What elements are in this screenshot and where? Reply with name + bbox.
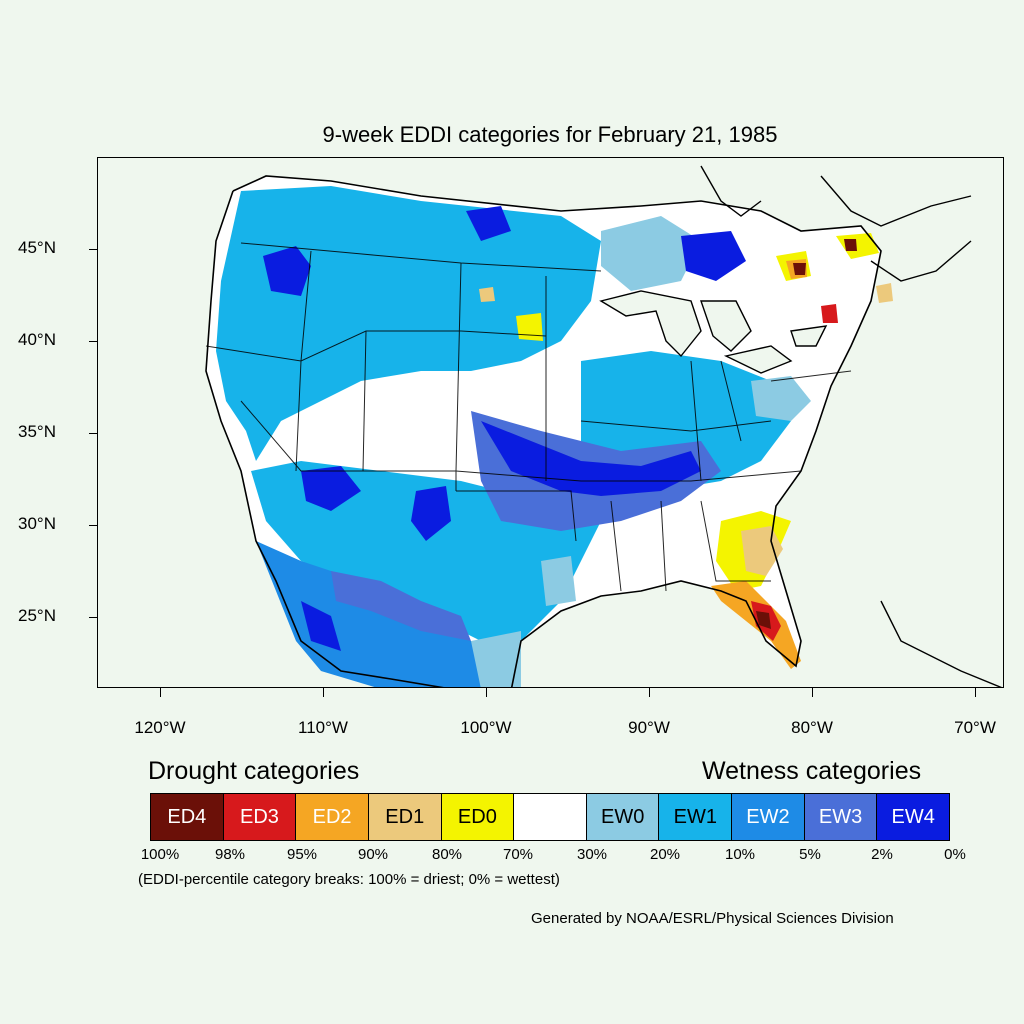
drought-ed3-pennsylvania [821, 304, 838, 323]
legend-note: (EDDI-percentile category breaks: 100% =… [138, 871, 560, 888]
lat-label-25: 25°N [18, 606, 56, 625]
percentile-label: 20% [649, 846, 681, 863]
lat-label-40: 40°N [18, 330, 56, 349]
wet-ew3-texas [331, 571, 471, 641]
wet-ew4-southwest [301, 466, 361, 511]
legend-box-ew2: EW2 [732, 794, 805, 840]
percentile-label: 10% [724, 846, 756, 863]
percentile-label: 30% [576, 846, 608, 863]
percentile-label: 98% [214, 846, 246, 863]
legend-box-ed1: ED1 [368, 794, 442, 840]
wet-ew4-newmexico [411, 486, 451, 541]
wet-ew0-patch-1 [601, 216, 701, 291]
legend-box-ew0: EW0 [586, 794, 660, 840]
canada-coast [700, 165, 1002, 687]
category-legend: ED4 ED3 ED2 ED1 ED0 EW0 EW1 EW2 EW3 EW4 [150, 793, 950, 841]
drought-ed1-georgia [741, 526, 783, 576]
wet-ew0-patch-3 [541, 556, 576, 606]
lat-tick-25 [89, 617, 97, 618]
lon-label-90: 90°W [628, 718, 670, 737]
lon-label-100: 100°W [460, 718, 512, 737]
wet-ew4-texas [301, 601, 341, 651]
lon-tick-100 [486, 688, 487, 697]
lat-label-35: 35°N [18, 422, 56, 441]
wet-ew4-dakota [466, 206, 511, 241]
legend-box-ew1: EW1 [659, 794, 733, 840]
map-title: 9-week EDDI categories for February 21, … [322, 122, 778, 147]
wetness-heading: Wetness categories [702, 757, 922, 785]
credit-line: Generated by NOAA/ESRL/Physical Sciences… [531, 910, 894, 927]
wet-ew0-patch-2 [751, 376, 811, 421]
great-lakes [599, 290, 828, 374]
lat-label-45: 45°N [18, 238, 56, 257]
percentile-label: 5% [799, 846, 821, 863]
lon-label-80: 80°W [791, 718, 833, 737]
drought-ed4-vermont [844, 239, 857, 251]
percentile-label: 90% [357, 846, 389, 863]
wet-ew4-northwest [263, 246, 311, 296]
drought-ed4-newyork [793, 263, 806, 275]
lon-tick-90 [649, 688, 650, 697]
legend-box-ed0: ED0 [441, 794, 515, 840]
lon-tick-70 [975, 688, 976, 697]
legend-box-neutral [514, 794, 587, 840]
state-boundaries [205, 242, 852, 592]
percentile-label: 2% [871, 846, 893, 863]
lon-label-110: 110°W [298, 718, 348, 737]
lat-tick-35 [89, 433, 97, 434]
eddi-map [205, 165, 1002, 687]
drought-heading: Drought categories [148, 757, 360, 785]
lat-tick-30 [89, 525, 97, 526]
legend-box-ed3: ED3 [223, 794, 297, 840]
legend-box-ed2: ED2 [296, 794, 369, 840]
legend-box-ew3: EW3 [804, 794, 878, 840]
lon-tick-120 [160, 688, 161, 697]
drought-ed0-dakota [516, 313, 543, 341]
lat-tick-45 [89, 249, 97, 250]
percentile-label: 80% [431, 846, 463, 863]
lat-tick-40 [89, 341, 97, 342]
percentile-label: 100% [140, 846, 180, 863]
lon-label-120: 120°W [134, 718, 186, 737]
lon-tick-80 [812, 688, 813, 697]
map-panel [97, 157, 1004, 688]
legend-box-ed4: ED4 [151, 794, 224, 840]
lon-tick-110 [323, 688, 324, 697]
percentile-label: 70% [502, 846, 534, 863]
wet-ew1-west [216, 186, 601, 461]
lon-label-70: 70°W [954, 718, 996, 737]
lat-label-30: 30°N [18, 514, 56, 533]
coastline [205, 175, 882, 687]
percentile-label: 95% [286, 846, 318, 863]
percentile-label: 0% [944, 846, 966, 863]
drought-ed4-florida [756, 611, 771, 629]
wet-ew0-patch-4 [471, 631, 521, 687]
drought-ed1-montana [479, 287, 495, 302]
wet-ew4-minnesota [681, 231, 746, 281]
legend-box-ew4: EW4 [877, 794, 950, 840]
drought-ed1-maine [876, 283, 893, 303]
